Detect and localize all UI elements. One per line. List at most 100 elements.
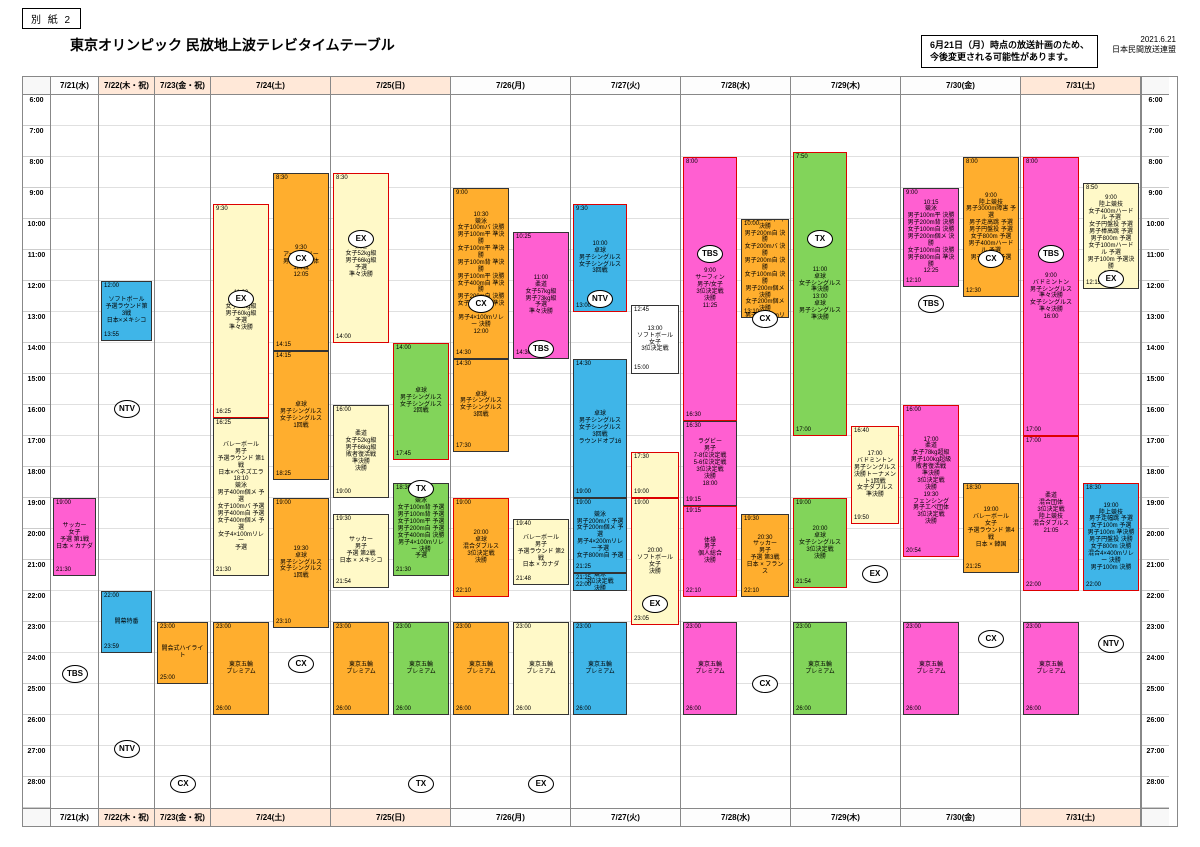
hour-label: 14:00	[1142, 343, 1169, 374]
hour-label: 14:00	[23, 343, 50, 374]
hour-label: 6:00	[1142, 95, 1169, 126]
header: 東京オリンピック 民放地上波テレビタイムテーブル 6月21日（月）時点の放送計画…	[0, 29, 1200, 76]
program-text: 東京五輪プレミアム	[906, 662, 956, 676]
day-header: 7/22(木・祝)	[99, 77, 154, 95]
program-block: 9:0010:15競泳男子100m平 決勝男子200m背 決勝女子100m自 決…	[903, 188, 959, 286]
hour-label: 17:00	[23, 436, 50, 467]
program-block: 8:009:00サーフィン男子/女子3位決定戦決勝11:2516:30	[683, 157, 737, 421]
program-block: 19:0019:30卓球男子シングルス女子シングルス1回戦23:10	[273, 498, 329, 627]
day-footer: 7/27(火)	[571, 808, 680, 826]
schedule-grid: 6:007:008:009:0010:0011:0012:0013:0014:0…	[22, 76, 1178, 827]
day-footer: 7/24(土)	[211, 808, 330, 826]
day-header: 7/21(水)	[51, 77, 98, 95]
day-column: 7/21(水)TBS19:00サッカー女子予選 第1戦日本 × カナダ21:30…	[51, 77, 99, 826]
program-text: 20:30サッカー男子予選 第3戦日本 × フランス	[744, 535, 786, 576]
hour-label: 16:00	[23, 405, 50, 436]
day-column: 7/23(金・祝)CX23:00開会式ハイライト25:007/23(金・祝)	[155, 77, 211, 826]
program-text: ラグビー男子7-8位決定戦5-6位決定戦3位決定戦決勝18:00	[686, 439, 734, 487]
program-text: 20:00ソフトボール女子決勝	[634, 548, 676, 576]
meta: 2021.6.21 日本民間放送連盟	[1112, 35, 1176, 56]
program-block: 7:5011:00卓球女子シングルス準決勝13:00卓球男子シングルス準決勝17…	[793, 152, 847, 436]
program-block: 23:00東京五輪プレミアム26:00	[573, 622, 627, 715]
hour-label: 20:00	[23, 529, 50, 560]
program-text: 11:00卓球女子シングルス準決勝13:00卓球男子シングルス準決勝	[796, 267, 844, 322]
hour-label: 8:00	[1142, 157, 1169, 188]
hour-label: 7:00	[23, 126, 50, 157]
meta-date: 2021.6.21	[1112, 35, 1176, 45]
hour-label: 26:00	[1142, 715, 1169, 746]
program-block: 16:25バレーボール男子予選ラウンド 第1戦日本×ベネズエラ18:10競泳男子…	[213, 418, 269, 576]
day-header: 7/26(月)	[451, 77, 570, 95]
program-block: 14:15卓球男子シングルス女子シングルス1回戦18:25	[273, 351, 329, 480]
page-title: 東京オリンピック 民放地上波テレビタイムテーブル	[70, 35, 395, 55]
hour-label: 17:00	[1142, 436, 1169, 467]
hour-label: 13:00	[23, 312, 50, 343]
program-block: 23:00東京五輪プレミアム26:00	[793, 622, 847, 715]
program-block: 12:4513:00ソフトボール女子3位決定戦15:00	[631, 305, 679, 375]
program-text: 東京五輪プレミアム	[516, 662, 566, 676]
hour-label: 9:00	[23, 188, 50, 219]
program-block: 16:30ラグビー男子7-8位決定戦5-6位決定戦3位決定戦決勝18:0019:…	[683, 421, 737, 506]
hour-label: 6:00	[23, 95, 50, 126]
hour-label: 19:00	[1142, 498, 1169, 529]
program-block: 17:00柔道混合団体3位決定戦陸上競技混合ダブルス21:0522:00	[1023, 436, 1079, 591]
day-column: 7/25(日)EX8:3011:00柔道女子52kg級男子66kg級予選準々決勝…	[331, 77, 451, 826]
program-text: 10:30競泳女子200m平 準決勝男子200m自 決勝女子200mバ 決勝男子…	[744, 219, 786, 317]
hour-label: 15:00	[23, 374, 50, 405]
hour-label: 21:00	[23, 560, 50, 591]
program-block: 9:0010:30競泳女子100mバ 決勝男子100m平 準決勝女子100m平 …	[453, 188, 509, 359]
program-text: 9:00サーフィン男子/女子3位決定戦決勝11:25	[686, 268, 734, 309]
program-block: 23:00開会式ハイライト25:00	[157, 622, 208, 684]
day-header: 7/28(水)	[681, 77, 790, 95]
notice-box: 6月21日（月）時点の放送計画のため、 今後変更される可能性があります。	[921, 35, 1098, 68]
program-block: 19:00競泳男子200mバ 予選女子200m個メ 予選男子4×200mリレー予…	[573, 498, 627, 573]
program-text: 10:00卓球男子シングルス女子シングルス3回戦	[576, 241, 624, 275]
day-header: 7/27(火)	[571, 77, 680, 95]
program-block: 19:0020:00卓球女子シングルス3位決定戦決勝21:54	[793, 498, 847, 588]
program-text: 東京五輪プレミアム	[336, 662, 386, 676]
program-text: 9:00バドミントン男子シングルス準々決勝女子シングルス準々決勝16:00	[1026, 273, 1076, 321]
program-text: 19:30卓球男子シングルス女子シングルス1回戦	[276, 546, 326, 580]
program-block: 23:00東京五輪プレミアム26:00	[453, 622, 509, 715]
program-text: 東京五輪プレミアム	[796, 662, 844, 676]
program-text: 9:00陸上競技女子400mハードル 予選女子円盤投 予選男子棒高跳 予選男子8…	[1086, 195, 1136, 278]
program-text: サッカー男子予選 第2戦日本 × メキシコ	[336, 537, 386, 565]
program-block: 19:30サッカー男子予選 第2戦日本 × メキシコ21:54	[333, 514, 389, 588]
program-text: 体操男子個人総合決勝	[686, 538, 734, 566]
day-header: 7/31(土)	[1021, 77, 1140, 95]
day-header: 7/24(土)	[211, 77, 330, 95]
program-block: 8:009:00バドミントン男子シングルス準々決勝女子シングルス準々決勝16:0…	[1023, 157, 1079, 436]
hour-label: 24:00	[1142, 653, 1169, 684]
program-text: 17:00バドミントン男子シングルス決勝トーナメント1回戦女子ダブルス準決勝	[854, 451, 896, 499]
hour-label: 16:00	[1142, 405, 1169, 436]
program-text: 17:00柔道女子78kg超級男子100kg超級敗者復活戦準決勝3位決定戦決勝1…	[906, 437, 956, 527]
day-header: 7/23(金・祝)	[155, 77, 210, 95]
notice-line1: 6月21日（月）時点の放送計画のため、	[930, 40, 1089, 52]
program-text: バレーボール男子予選ラウンド 第1戦日本×ベネズエラ18:10競泳男子400m個…	[216, 442, 266, 552]
program-block: 19:0020:00卓球混合ダブルス3位決定戦決勝22:10	[453, 498, 509, 596]
program-text: 卓球男子シングルス女子シングルス3回戦ラウンドオブ16	[576, 411, 624, 445]
program-block: 23:00東京五輪プレミアム26:00	[333, 622, 389, 715]
hour-label: 24:00	[23, 653, 50, 684]
program-text: 開会式ハイライト	[160, 646, 205, 660]
day-footer: 7/22(木・祝)	[99, 808, 154, 826]
day-footer: 7/28(水)	[681, 808, 790, 826]
day-column: 7/28(水)TBS8:009:00サーフィン男子/女子3位決定戦決勝11:25…	[681, 77, 791, 826]
day-footer: 7/26(月)	[451, 808, 570, 826]
program-text: 東京五輪プレミアム	[686, 662, 734, 676]
program-block: 12:00ソフトボール予選ラウンド第3戦日本×メキシコ13:55	[101, 281, 152, 340]
program-text: サッカー女子予選 第1戦日本 × カナダ	[56, 523, 93, 551]
hour-label: 23:00	[1142, 622, 1169, 653]
program-block: 22:00開幕特番23:59	[101, 591, 152, 652]
program-text: 20:00卓球女子シングルス3位決定戦決勝	[796, 526, 844, 560]
hour-label: 22:00	[1142, 591, 1169, 622]
program-text: 柔道女子52kg級男子66kg級敗者復活戦準決勝決勝	[336, 431, 386, 472]
hour-label: 10:00	[1142, 219, 1169, 250]
program-text: ソフトボール予選ラウンド第3戦日本×メキシコ	[104, 297, 149, 325]
program-text: 競泳男子200mバ 予選女子200m個メ 予選男子4×200mリレー予選女子80…	[576, 512, 624, 560]
program-text: 卓球男子シングルス女子シングルス2回戦	[396, 388, 446, 416]
time-axis-right: 6:007:008:009:0010:0011:0012:0013:0014:0…	[1141, 77, 1169, 826]
program-text: 19:00陸上競技男子走幅跳 予選女子100m 予選男子100m 準決勝男子円盤…	[1086, 503, 1136, 572]
hour-label: 10:00	[23, 219, 50, 250]
hour-label: 7:00	[1142, 126, 1169, 157]
